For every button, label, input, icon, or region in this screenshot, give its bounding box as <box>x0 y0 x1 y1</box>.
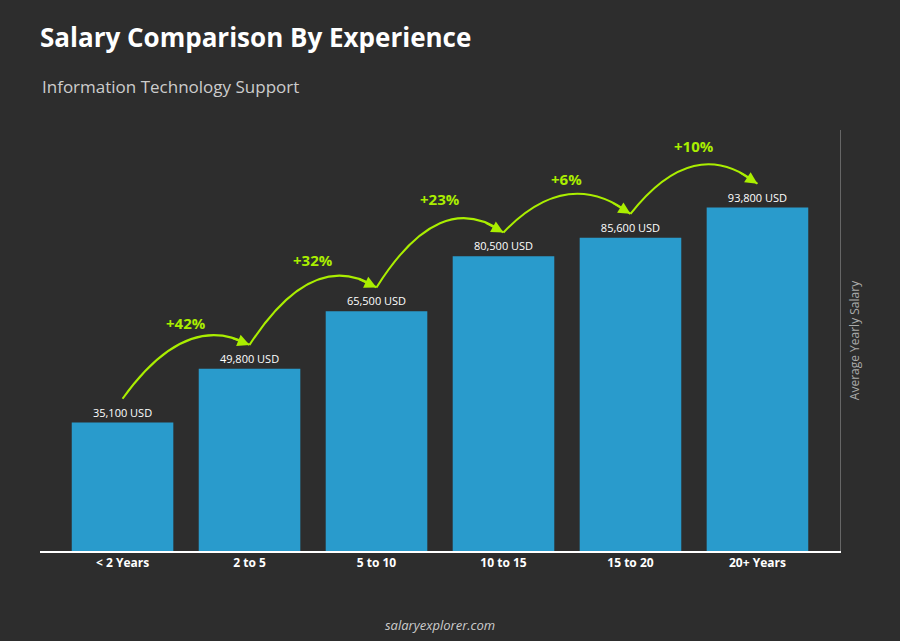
svg-text:Average Yearly Salary: Average Yearly Salary <box>846 280 863 400</box>
svg-text:5 to 10: 5 to 10 <box>357 554 397 571</box>
svg-text:+23%: +23% <box>420 189 460 209</box>
svg-text:93,800 USD: 93,800 USD <box>728 190 787 205</box>
svg-text:10 to 15: 10 to 15 <box>480 554 526 571</box>
svg-text:2 to 5: 2 to 5 <box>233 554 266 571</box>
svg-text:Salary Comparison By Experienc: Salary Comparison By Experience <box>40 19 471 55</box>
svg-text:+42%: +42% <box>166 313 206 333</box>
svg-text:15 to 20: 15 to 20 <box>607 554 653 571</box>
svg-text:20+ Years: 20+ Years <box>729 554 786 571</box>
svg-text:49,800 USD: 49,800 USD <box>220 351 279 366</box>
svg-text:+6%: +6% <box>551 169 582 189</box>
svg-text:65,500 USD: 65,500 USD <box>347 293 406 308</box>
svg-text:+10%: +10% <box>674 136 714 156</box>
svg-text:35,100 USD: 35,100 USD <box>93 405 152 420</box>
svg-text:+32%: +32% <box>293 250 333 270</box>
svg-text:85,600 USD: 85,600 USD <box>601 220 660 235</box>
svg-text:< 2 Years: < 2 Years <box>96 554 149 571</box>
svg-text:salaryexplorer.com: salaryexplorer.com <box>385 616 495 634</box>
svg-text:Information Technology Support: Information Technology Support <box>42 75 299 98</box>
svg-text:80,500 USD: 80,500 USD <box>474 238 533 253</box>
